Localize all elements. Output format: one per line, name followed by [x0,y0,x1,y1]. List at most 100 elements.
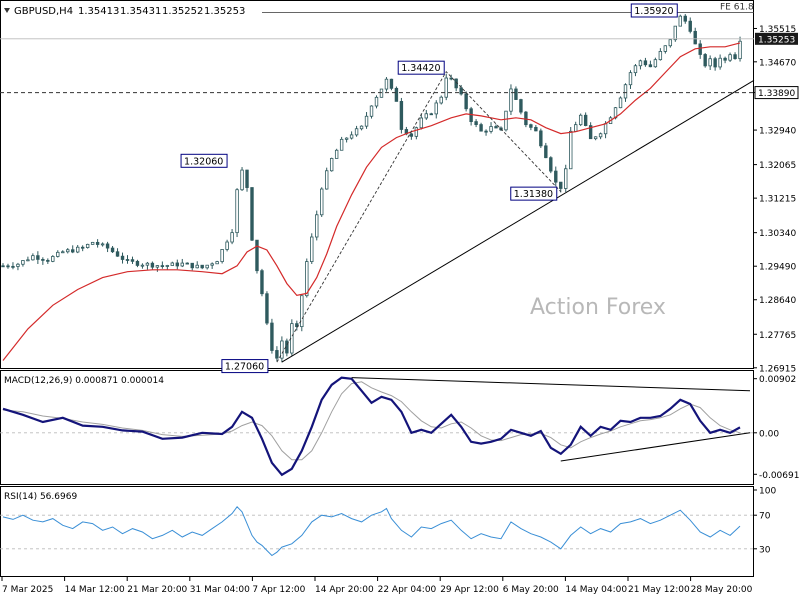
candle-body [165,265,170,267]
macd-y-label: 0.00902 [759,375,796,385]
candle-body [673,25,677,41]
candle-body [728,54,732,61]
candle-body [623,84,628,99]
candle-body [235,189,239,234]
candle-body [160,265,165,267]
price-annotation-box [630,3,678,18]
x-label: 14 May 04:00 [565,585,627,595]
candle-body [544,145,548,159]
candle-body [653,59,658,68]
candle-body [479,124,483,132]
candle-body [534,126,538,132]
price-y-label: 1.35515 [759,25,796,35]
candle-body [305,261,309,297]
candle-body [16,263,20,267]
candle-body [569,130,573,170]
candle-body [663,45,668,52]
candle-body [583,114,588,126]
x-label: 22 Apr 04:00 [378,585,437,595]
x-label: 7 Apr 12:00 [252,585,305,595]
x-label: 28 May 20:00 [691,585,753,595]
candle-body [255,239,259,272]
candle-body [76,246,80,253]
rsi-pane-frame [0,486,754,577]
macd-marks [0,376,754,477]
chevron-down-icon[interactable] [4,8,10,13]
candle-body [26,259,30,262]
macd-signal-line [2,381,741,461]
price-y-label: 1.32940 [759,127,796,137]
rsi-y-label: 70 [759,512,771,522]
candle-body [394,87,399,102]
candle-body [369,105,374,117]
candle-body [80,246,85,249]
candle-body [688,20,692,32]
candle-body [414,127,419,137]
x-label: 31 Mar 04:00 [190,585,250,595]
candle-body [464,93,468,110]
price-annotation-box [510,186,558,201]
candle-body [459,87,463,95]
candle-body [200,264,204,269]
candle-body [190,262,194,269]
candle-body [718,57,722,68]
candle-body [708,58,712,67]
candle-body [643,60,648,66]
price-y-label: 1.32065 [759,161,796,171]
candle-body [524,111,528,126]
candle-body [240,169,244,191]
candle-body [424,113,428,119]
candle-body [474,121,478,125]
candle-body [51,256,55,262]
candle-body [215,261,219,265]
header-bar: GBPUSD,H4 1.35413 1.35431 1.35252 1.3525… [4,6,245,17]
price-y-label: 1.30340 [759,229,796,239]
candle-body [56,251,60,257]
macd-main-line [2,376,741,477]
candle-body [618,97,623,109]
candle-body [409,133,414,137]
price-annotation-box [397,60,445,75]
candle-body [359,125,364,130]
candle-body [90,241,95,245]
candle-body [130,259,135,262]
candle-body [574,124,578,132]
candle-body [693,30,697,45]
candle-body [85,243,90,248]
candle-body [648,64,653,68]
candle-body [593,136,598,140]
candle-body [703,54,707,67]
price-annotation-label: 1.31380 [514,189,553,200]
candle-body [225,241,229,250]
x-label: 21 Mar 20:00 [127,585,187,595]
candle-body [11,265,15,268]
candle-body [489,126,493,132]
candle-body [105,243,110,249]
candle-body [509,88,513,112]
candle-body [310,236,314,263]
candle-body [578,114,583,126]
candle-body [658,51,663,61]
candle-body [683,15,687,22]
candle-body [588,125,593,140]
candle-body [529,124,533,128]
candle-body [275,350,279,359]
candle-body [429,113,433,116]
candle-body [434,102,438,115]
rsi-marks [0,506,754,557]
candle-body [71,249,75,253]
candle-body [265,293,269,324]
candle-body [66,249,70,253]
candle-body [135,260,140,266]
macd-pane-frame [0,370,754,485]
price-y-label: 1.31215 [759,195,796,205]
price-annotation-label: 1.32060 [184,156,223,167]
candle-body [379,88,384,98]
price-y-label: 1.34670 [759,58,796,68]
rsi-title: RSI(14) 56.6969 [4,492,77,502]
candle-body [31,255,35,261]
candle-body [349,134,354,139]
candle-body [300,295,304,328]
